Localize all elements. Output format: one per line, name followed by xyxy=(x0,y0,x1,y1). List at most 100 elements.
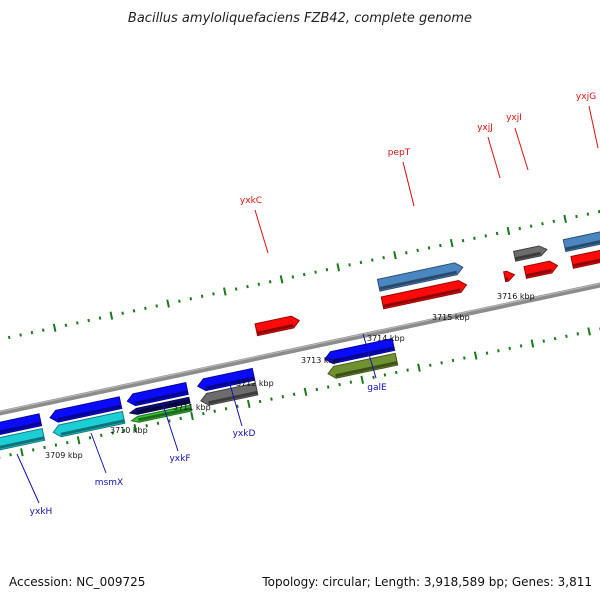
feature-msmX-shade xyxy=(57,404,122,422)
reverse-row-tick xyxy=(553,336,557,341)
reverse-row-tick xyxy=(349,380,353,384)
forward-row-tick xyxy=(575,214,578,219)
reverse-row-tick xyxy=(530,339,535,348)
forward-row-tick xyxy=(518,226,522,231)
feature-yxkD-track2 xyxy=(200,382,259,406)
forward-row-tick xyxy=(19,333,22,337)
forward-row-tick xyxy=(529,224,533,228)
forward-row-tick xyxy=(52,323,57,332)
reverse-row-tick xyxy=(485,351,489,355)
tick-rows xyxy=(0,209,600,459)
forward-row-tick xyxy=(200,294,204,298)
forward-row-tick xyxy=(586,212,590,216)
gene-label-yxkF: yxkF xyxy=(169,454,190,464)
forward-row-tick xyxy=(212,292,215,296)
feature-yxkF-track3-shade xyxy=(138,407,192,422)
reverse-row-tick xyxy=(440,361,443,365)
leader-line-yxjJ xyxy=(487,136,501,179)
gene-label-pepT: pepT xyxy=(388,148,411,158)
reverse-row-tick xyxy=(326,385,330,389)
reverse-row-tick xyxy=(202,411,205,416)
forward-row-tick xyxy=(234,287,238,291)
forward-row-tick xyxy=(30,330,34,335)
tick-label-3715-kbp: 3715 kbp xyxy=(432,313,470,322)
feature-msmX-track2 xyxy=(52,410,126,438)
backbone-highlight xyxy=(0,283,600,413)
leader-line-yxjI xyxy=(514,127,529,171)
reverse-row-tick xyxy=(542,339,546,343)
forward-row-tick xyxy=(439,243,442,248)
reverse-row-tick xyxy=(565,334,568,338)
tick-label-3716-kbp: 3716 kbp xyxy=(497,292,535,301)
reverse-row-tick xyxy=(76,436,81,445)
reverse-row-tick xyxy=(88,436,92,440)
reverse-row-tick xyxy=(224,407,228,411)
forward-row-tick xyxy=(132,309,136,313)
gene-label-yxjI: yxjI xyxy=(506,113,522,123)
forward-row-tick xyxy=(121,311,124,315)
reverse-row-tick xyxy=(360,375,365,384)
tick-label-3713-kbp: 3713 kbp xyxy=(301,356,339,365)
reverse-row-tick xyxy=(111,431,114,435)
reverse-row-tick xyxy=(519,344,523,348)
forward-row-tick xyxy=(506,226,511,236)
reverse-row-tick xyxy=(122,428,126,433)
reverse-row-tick xyxy=(179,416,182,421)
forward-row-tick xyxy=(268,280,272,284)
feature-yxkD-track2-shade xyxy=(208,390,258,405)
gene-label-yxjG: yxjG xyxy=(576,92,596,102)
forward-row-tick xyxy=(336,263,341,272)
feature-yxkC-shade xyxy=(256,323,294,335)
forward-row-tick xyxy=(382,255,385,260)
gene-label-galE: galE xyxy=(367,383,387,393)
reverse-row-tick xyxy=(292,392,296,396)
feature-yxjI-track2-shade xyxy=(514,251,541,261)
forward-row-tick xyxy=(552,219,556,224)
forward-row-tick xyxy=(325,268,329,272)
forward-row-tick xyxy=(359,260,363,265)
reverse-row-tick xyxy=(508,346,512,350)
feature-yxjI-shade xyxy=(525,268,552,278)
reverse-row-tick xyxy=(463,356,466,360)
reverse-row-tick xyxy=(303,387,308,396)
leader-line-msmX xyxy=(90,432,107,474)
forward-row-tick xyxy=(563,214,567,224)
tick-label-3712-kbp: 3712 kbp xyxy=(236,379,274,388)
reverse-row-tick xyxy=(9,453,12,457)
leader-line-group xyxy=(16,105,599,504)
reverse-row-tick xyxy=(281,395,285,399)
forward-row-tick xyxy=(495,231,499,236)
forward-row-tick xyxy=(7,335,11,340)
reverse-row-tick xyxy=(20,448,24,457)
reverse-row-tick xyxy=(190,411,194,421)
reverse-row-tick xyxy=(156,421,160,425)
forward-row-tick xyxy=(461,239,465,243)
forward-row-tick xyxy=(597,209,600,214)
accession-text: Accession: NC_009725 xyxy=(9,575,145,589)
reverse-row-tick xyxy=(383,373,387,377)
reverse-row-tick xyxy=(394,370,398,375)
forward-row-tick xyxy=(76,321,79,325)
forward-row-tick xyxy=(41,328,45,332)
forward-row-tick xyxy=(257,282,261,286)
reverse-row-tick xyxy=(236,404,239,409)
forward-row-tick xyxy=(371,258,374,262)
reverse-row-tick xyxy=(497,349,500,353)
forward-row-tick xyxy=(64,323,68,327)
feature-msmX xyxy=(49,396,123,423)
forward-row-tick xyxy=(449,238,454,248)
tick-label-3714-kbp: 3714 kbp xyxy=(367,334,405,343)
reverse-row-tick xyxy=(270,397,273,401)
reverse-row-tick xyxy=(315,387,319,392)
feature-pepT-shade xyxy=(382,288,461,308)
forward-row-tick xyxy=(166,299,170,308)
leader-line-yxkD xyxy=(228,380,243,427)
feature-yxkF xyxy=(126,382,189,407)
forward-row-tick xyxy=(87,318,90,323)
tick-label-group: 3709 kbp 3710 kbp 3711 kbp 3712 kbp 3713 kbp… xyxy=(45,292,535,460)
leader-line-yxjG xyxy=(588,105,599,149)
reverse-row-tick xyxy=(429,363,432,367)
forward-row-tick xyxy=(405,251,408,255)
forward-row-tick xyxy=(473,236,476,240)
